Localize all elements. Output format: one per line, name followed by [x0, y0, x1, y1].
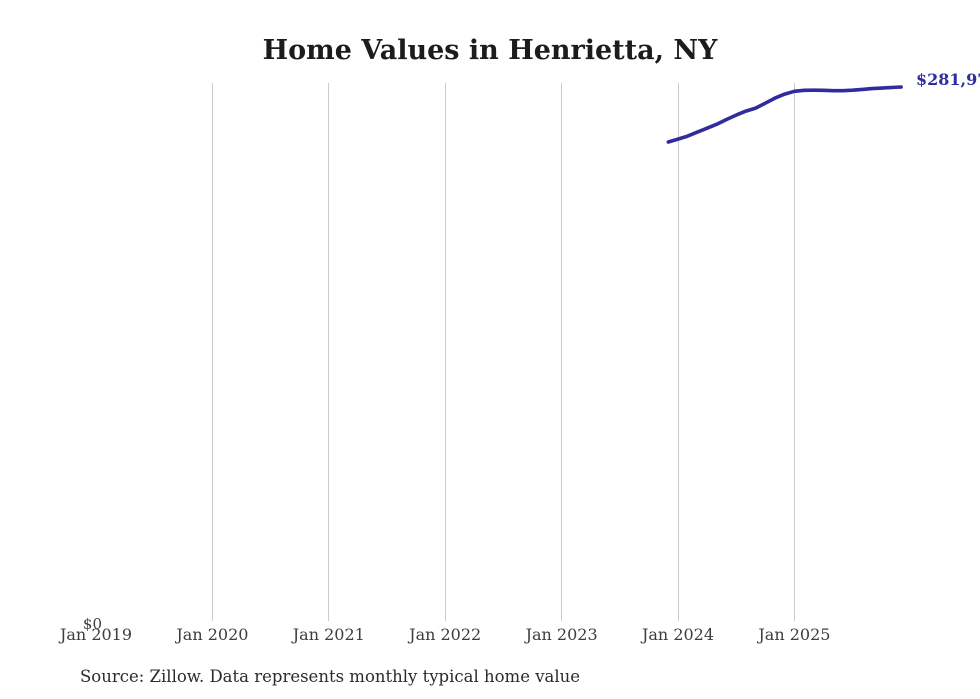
x-axis-tick-label: Jan 2022: [409, 625, 482, 644]
gridline-jan-2022: [444, 83, 446, 621]
x-axis-tick-label: Jan 2023: [525, 625, 598, 644]
gridline-jan-2021: [328, 83, 330, 621]
series-end-value-label: $281,970: [916, 70, 980, 89]
x-axis-tick-label: Jan 2019: [59, 625, 133, 644]
gridline-jan-2023: [561, 83, 563, 621]
gridline-jan-2025: [793, 83, 795, 621]
y-axis-zero-label: $0: [82, 615, 102, 633]
gridline-jan-2020: [211, 83, 213, 621]
x-axis-tick-label: Jan 2025: [758, 625, 831, 644]
x-axis-tick-label: Jan 2021: [292, 625, 365, 644]
source-note: Source: Zillow. Data represents monthly …: [80, 667, 581, 686]
x-axis-tick-label: Jan 2020: [176, 625, 249, 644]
x-axis-tick-label: Jan 2024: [641, 625, 715, 644]
gridline-jan-2024: [677, 83, 679, 621]
chart-title: Home Values in Henrietta, NY: [262, 35, 718, 66]
home-value-series-line: [666, 85, 903, 144]
